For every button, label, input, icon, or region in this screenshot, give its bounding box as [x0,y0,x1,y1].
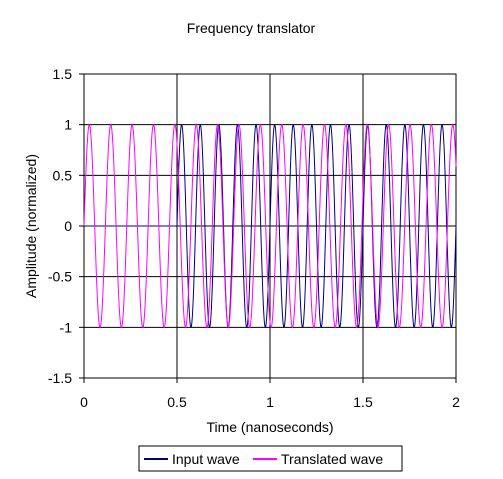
x-axis-label: Time (nanoseconds) [206,419,333,435]
y-axis-label: Amplitude (normalized) [23,154,39,298]
chart-title: Frequency translator [187,20,316,36]
legend-label-input-wave: Input wave [172,451,240,467]
series-input-wave [84,124,457,328]
tick-group [79,73,457,383]
y-tick-label-4: -0.5 [48,269,72,285]
x-tick-label-4: 2 [452,394,460,410]
x-tick-label-0: 0 [80,394,88,410]
series-translated-wave [83,124,457,328]
legend: Input wave Translated wave [138,445,403,472]
tick-label-group: 0 0.5 1 1.5 2 1.5 1 0.5 0 -0.5 -1 -1.5 [48,66,460,410]
y-tick-label-6: -1.5 [48,370,72,386]
y-tick-label-2: 0.5 [53,167,73,183]
x-tick-label-2: 1 [266,394,274,410]
y-tick-label-0: 1.5 [53,66,73,82]
y-tick-label-1: 1 [64,117,72,133]
x-tick-label-3: 1.5 [353,394,373,410]
x-tick-label-1: 0.5 [167,394,187,410]
legend-label-translated-wave: Translated wave [281,451,383,467]
y-tick-label-3: 0 [64,218,72,234]
series-group [83,124,457,328]
y-tick-label-5: -1 [60,319,73,335]
